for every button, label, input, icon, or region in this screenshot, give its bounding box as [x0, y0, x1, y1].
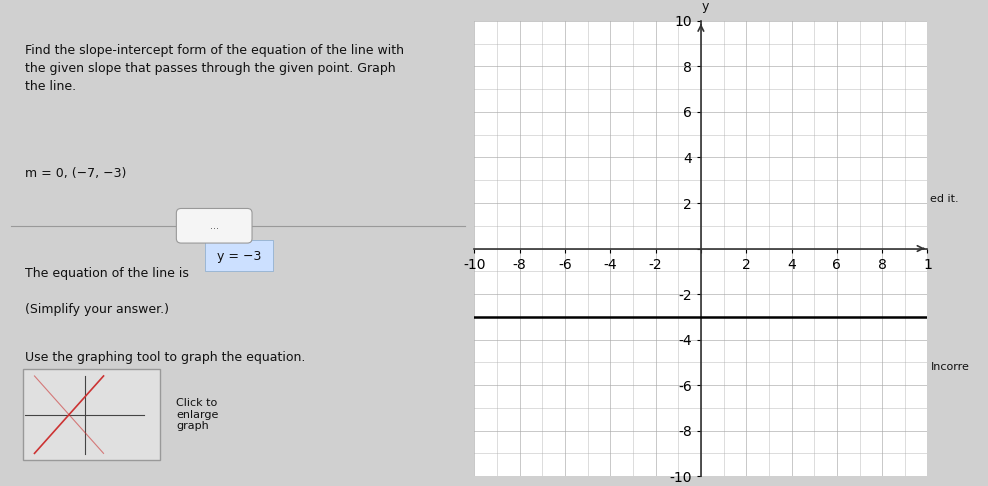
Text: (Simplify your answer.): (Simplify your answer.): [25, 303, 169, 316]
Text: Click to
enlarge
graph: Click to enlarge graph: [177, 398, 218, 431]
FancyBboxPatch shape: [205, 241, 274, 271]
Text: The equation of the line is: The equation of the line is: [25, 267, 193, 280]
FancyBboxPatch shape: [23, 369, 160, 460]
FancyBboxPatch shape: [177, 208, 252, 243]
Text: y = −3: y = −3: [216, 250, 261, 263]
Text: Use the graphing tool to graph the equation.: Use the graphing tool to graph the equat…: [25, 351, 305, 364]
Text: Incorre: Incorre: [931, 363, 969, 372]
Text: y: y: [701, 0, 709, 13]
Text: ...: ...: [209, 221, 218, 231]
Text: Find the slope-intercept form of the equation of the line with
the given slope t: Find the slope-intercept form of the equ…: [25, 44, 404, 93]
Text: ed it.: ed it.: [931, 194, 959, 204]
Text: m = 0, (−7, −3): m = 0, (−7, −3): [25, 167, 126, 180]
